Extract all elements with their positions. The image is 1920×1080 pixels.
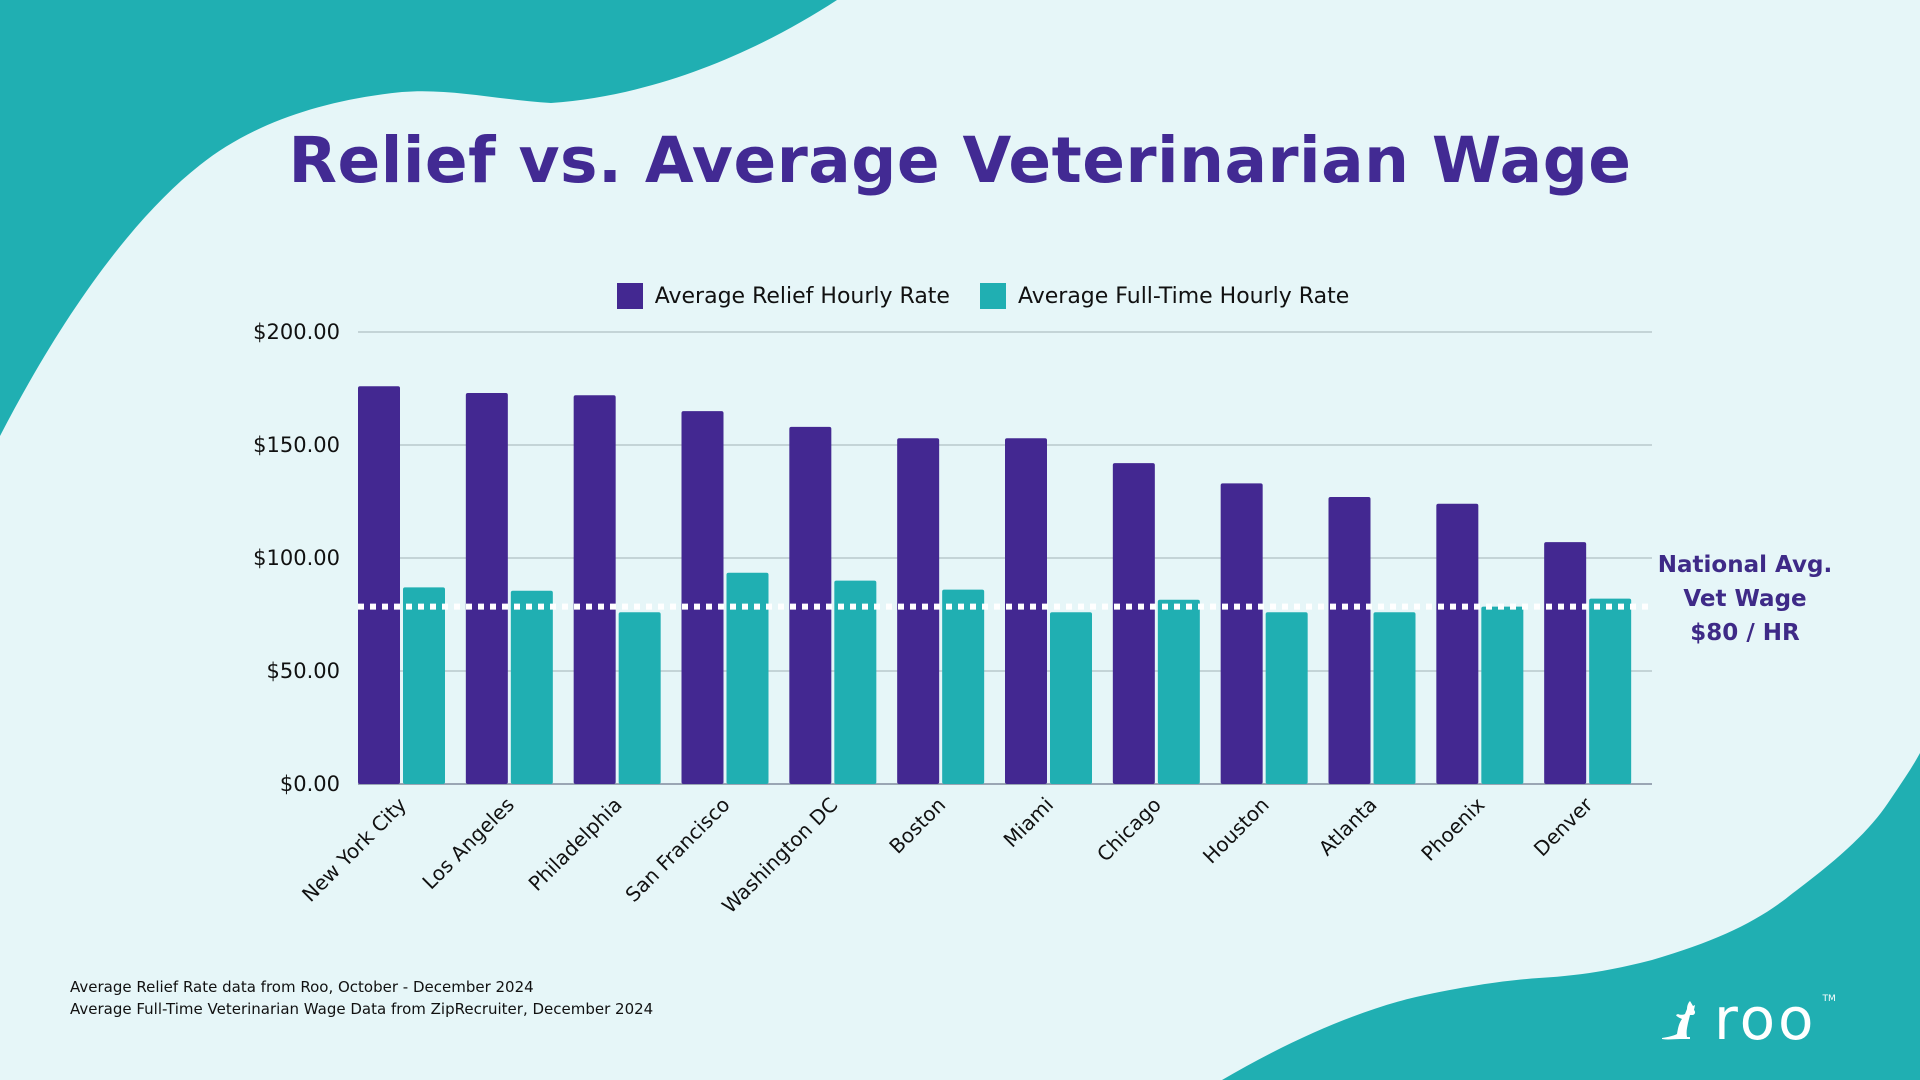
y-tick-label: $100.00 (253, 546, 340, 570)
x-tick-label: Atlanta (1314, 793, 1382, 861)
annotation-line-2: Vet Wage (1683, 586, 1807, 612)
x-tick-label: San Francisco (620, 793, 734, 907)
bar-relief (573, 395, 616, 784)
legend-swatch-fulltime (979, 283, 1006, 309)
source-notes: Average Relief Rate data from Roo, Octob… (70, 976, 653, 1020)
bar-fulltime (1050, 612, 1092, 784)
x-tick-label: Miami (999, 793, 1058, 852)
legend-swatch-relief (616, 283, 643, 309)
kangaroo-icon (1662, 1001, 1696, 1040)
bar-relief (1220, 483, 1263, 784)
bar-relief (1436, 503, 1479, 784)
x-tick-label: Houston (1198, 793, 1274, 869)
x-axis-ticks: New York City Los Angeles PhiladelphiaSan … (297, 792, 1598, 918)
x-tick-label: Boston (884, 793, 950, 859)
legend-label-relief: Average Relief Hourly Rate (654, 283, 950, 309)
bar-fulltime (834, 580, 877, 784)
source-note-relief: Average Relief Rate data from Roo, Octob… (70, 978, 534, 996)
y-axis-ticks: $0.00 $50.00 $100.00 $150.00 $200.00 (253, 320, 340, 796)
y-tick-label: $0.00 (280, 772, 340, 796)
bottom-right-wave-shape (1222, 753, 1920, 1080)
bar-fulltime (1157, 599, 1200, 784)
logo-wordmark: roo (1714, 985, 1817, 1053)
x-tick-label: Washington DC (717, 793, 842, 918)
bar-relief (1005, 438, 1047, 784)
x-tick-label: New York City (297, 792, 411, 906)
bar-relief (897, 438, 940, 784)
bars (358, 386, 1632, 784)
bar-fulltime (942, 589, 985, 784)
y-tick-label: $200.00 (253, 320, 340, 344)
roo-logo: roo TM (1660, 990, 1836, 1048)
legend-item-relief: Average Relief Hourly Rate (616, 283, 950, 309)
x-tick-label: Philadelphia (524, 793, 627, 896)
chart-legend: Average Relief Hourly Rate Average Full-… (0, 283, 1920, 309)
national-average-annotation: National Avg. Vet Wage $80 / HR (1650, 548, 1840, 650)
annotation-line-1: National Avg. (1657, 552, 1833, 578)
top-left-wave-shape (0, 0, 837, 436)
x-tick-label: Phoenix (1416, 792, 1489, 865)
legend-item-fulltime: Average Full-Time Hourly Rate (979, 283, 1350, 309)
bar-fulltime (1589, 598, 1632, 784)
bar-relief (1328, 496, 1371, 784)
bar-relief (465, 393, 508, 784)
annotation-line-3: $80 / HR (1690, 620, 1800, 646)
bar-relief (789, 426, 832, 784)
bar-fulltime (1481, 606, 1524, 784)
bar-fulltime (510, 590, 553, 784)
bar-relief (681, 411, 724, 784)
bar-relief (358, 386, 400, 784)
chart-title: Relief vs. Average Veterinarian Wage (288, 124, 1632, 197)
bar-fulltime (726, 572, 769, 784)
bar-fulltime (618, 612, 661, 784)
x-tick-label: Los Angeles (417, 793, 518, 894)
trademark-symbol: TM (1822, 994, 1836, 1004)
x-tick-label: Denver (1529, 792, 1598, 861)
bar-relief (1112, 463, 1155, 784)
x-tick-label: Chicago (1092, 793, 1166, 867)
bar-relief (1544, 542, 1587, 784)
legend-label-fulltime: Average Full-Time Hourly Rate (1017, 283, 1350, 309)
y-tick-label: $50.00 (267, 659, 340, 683)
y-tick-label: $150.00 (253, 433, 340, 457)
bar-fulltime (1373, 612, 1416, 784)
source-note-fulltime: Average Full-Time Veterinarian Wage Data… (70, 1000, 654, 1018)
bar-fulltime (1265, 612, 1308, 784)
bar-fulltime (403, 587, 445, 784)
